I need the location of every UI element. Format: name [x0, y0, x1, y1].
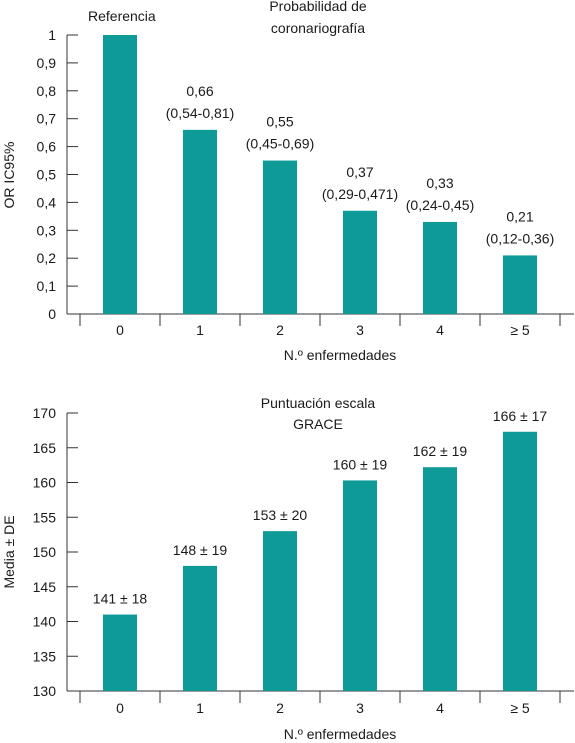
chart2-bar — [263, 531, 297, 691]
chart1-y-axis-title: OR IC95% — [1, 142, 17, 209]
chart2-y-tick-label: 150 — [33, 544, 57, 560]
chart2-x-tick-label: 2 — [276, 700, 284, 716]
chart1-y-tick-label: 0,3 — [37, 222, 57, 238]
chart2-y-axis-title: Media ± DE — [1, 515, 17, 588]
chart2-data-label: 160 ± 19 — [333, 456, 388, 472]
chart2-x-tick-label: 0 — [116, 700, 124, 716]
chart1-data-label: (0,54-0,81) — [166, 105, 234, 121]
chart2-x-axis-title: N.º enfermedades — [284, 726, 397, 742]
chart1-data-label: (0,29-0,471) — [322, 186, 398, 202]
chart2-y-tick-label: 170 — [33, 405, 57, 421]
chart1-bar — [503, 255, 537, 314]
chart2-x-tick-label: ≥ 5 — [510, 700, 530, 716]
chart1-data-label: (0,12-0,36) — [486, 230, 554, 246]
chart1-data-label: (0,24-0,45) — [406, 197, 474, 213]
chart1-bar — [103, 35, 137, 314]
chart1-bar — [343, 210, 377, 314]
chart2-x-tick-label: 1 — [196, 700, 204, 716]
chart2-y-tick-label: 160 — [33, 475, 57, 491]
chart1-y-tick-label: 0,2 — [37, 250, 57, 266]
chart1-data-label: 0,33 — [426, 175, 453, 191]
chart1-x-tick-label: 3 — [356, 322, 364, 338]
chart2-data-label: 141 ± 18 — [93, 591, 148, 607]
chart2-bar — [343, 480, 377, 691]
chart1-y-tick-label: 0,6 — [37, 139, 57, 155]
chart1-x-tick-label: ≥ 5 — [510, 322, 530, 338]
chart1-data-label: 0,66 — [186, 83, 213, 99]
chart1-x-tick-label: 0 — [116, 322, 124, 338]
chart2-data-label: 153 ± 20 — [253, 507, 308, 523]
chart1-y-tick-label: 0,9 — [37, 55, 57, 71]
chart1-y-tick-label: 0,5 — [37, 167, 57, 183]
chart2-x-tick-label: 3 — [356, 700, 364, 716]
chart1-y-tick-label: 0,7 — [37, 111, 57, 127]
chart1-data-label: 0,37 — [346, 164, 373, 180]
chart1-data-label: (0,45-0,69) — [246, 136, 314, 152]
chart1-y-tick-label: 0,4 — [37, 194, 57, 210]
chart2-title-line: GRACE — [293, 416, 343, 432]
chart1-y-tick-label: 1 — [48, 27, 56, 43]
chart2-bar — [423, 467, 457, 691]
chart1-reference-label: Referencia — [88, 8, 156, 24]
chart2-y-tick-label: 130 — [33, 683, 57, 699]
chart1-data-label: 0,21 — [506, 208, 533, 224]
chart2-y-tick-label: 135 — [33, 648, 57, 664]
chart1-y-tick-label: 0,1 — [37, 278, 57, 294]
chart2-bar — [183, 565, 217, 691]
chart1-y-tick-label: 0,8 — [37, 83, 57, 99]
chart2-data-label: 166 ± 17 — [493, 408, 548, 424]
chart2-y-tick-label: 140 — [33, 614, 57, 630]
chart1-data-label: 0,55 — [266, 114, 293, 130]
chart2-y-tick-label: 155 — [33, 509, 57, 525]
chart2-bar — [103, 614, 137, 691]
chart2-data-label: 148 ± 19 — [173, 542, 228, 558]
chart1-x-tick-label: 1 — [196, 322, 204, 338]
chart2-data-label: 162 ± 19 — [413, 443, 468, 459]
chart1-x-axis-title: N.º enfermedades — [284, 347, 397, 363]
chart1-title-line: coronariografía — [271, 20, 365, 36]
chart1-bar — [263, 160, 297, 314]
chart2-y-tick-label: 145 — [33, 579, 57, 595]
chart1-y-tick-label: 0 — [48, 306, 56, 322]
chart1-x-tick-label: 4 — [436, 322, 444, 338]
chart1-x-tick-label: 2 — [276, 322, 284, 338]
chart1-bar — [183, 129, 217, 314]
chart2-y-tick-label: 165 — [33, 440, 57, 456]
chart2-x-tick-label: 4 — [436, 700, 444, 716]
chart1-title-line: Probabilidad de — [269, 0, 367, 14]
chart2-title-line: Puntuación escala — [261, 395, 376, 411]
chart2-bar — [503, 431, 537, 691]
chart1-bar — [423, 221, 457, 314]
